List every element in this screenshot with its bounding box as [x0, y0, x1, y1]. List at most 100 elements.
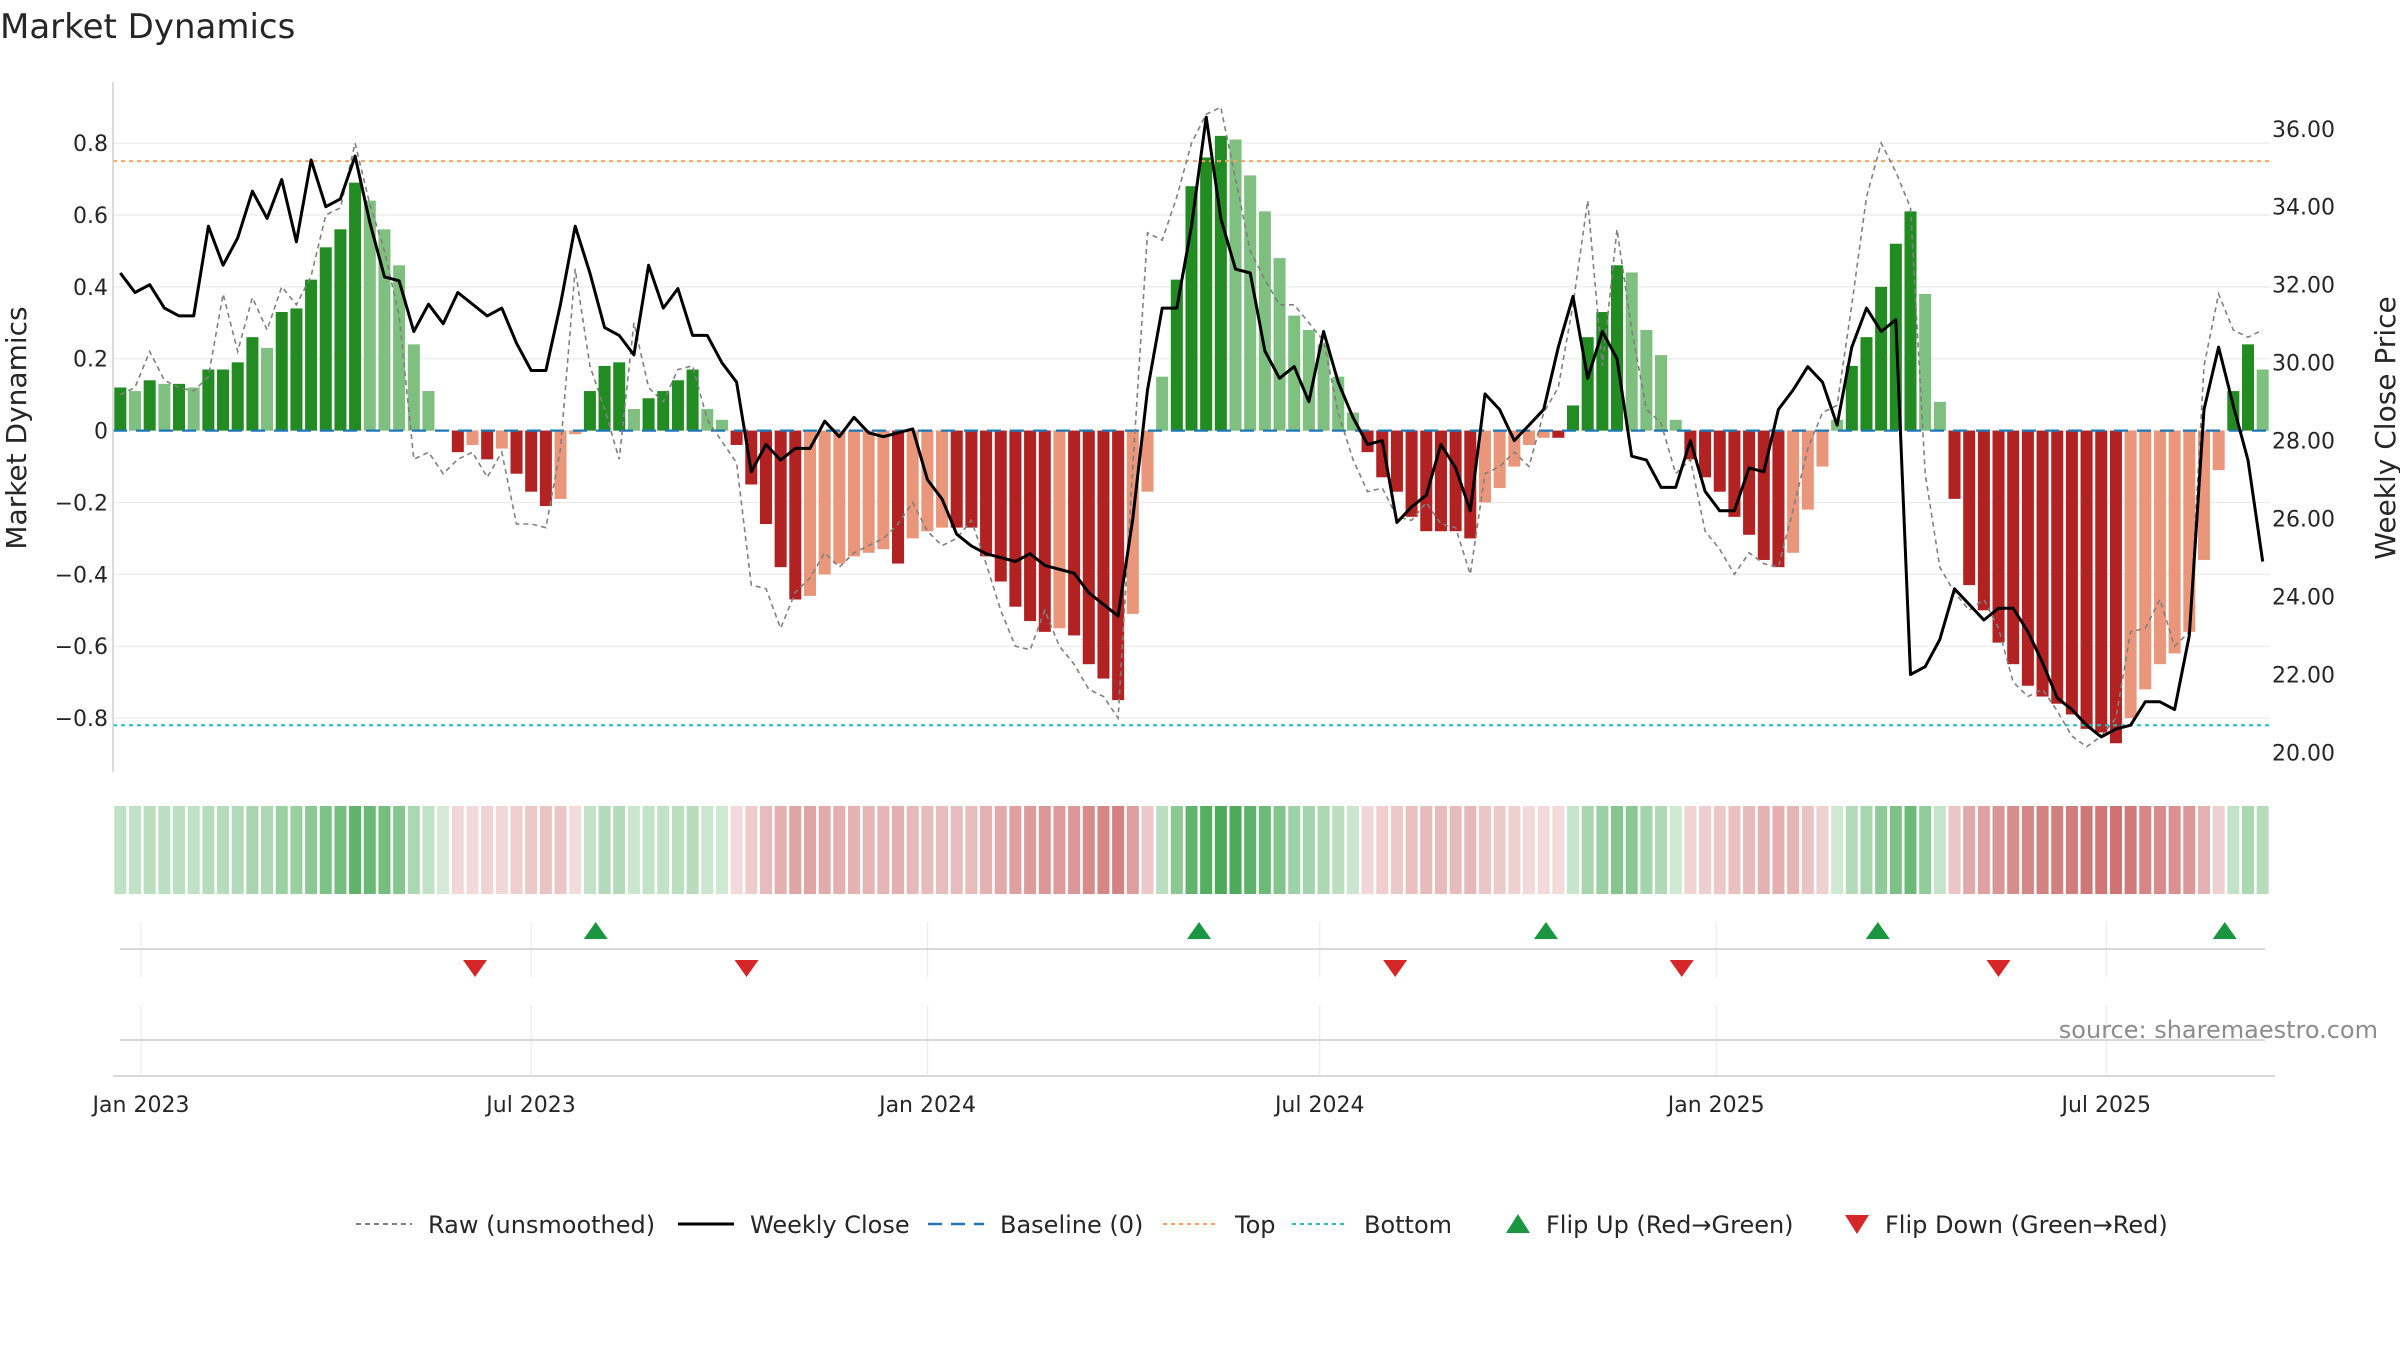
regime-strip-cell	[1317, 806, 1330, 894]
regime-strip-cell	[290, 806, 303, 894]
regime-strip-cell	[1522, 806, 1536, 894]
right-tick-label: 22.00	[2272, 664, 2335, 689]
regime-strip-cell	[877, 806, 890, 894]
regime-strip-cell	[803, 806, 817, 894]
regime-strip-cell	[1126, 806, 1139, 894]
regime-strip-cell	[422, 806, 435, 894]
flip-down-marker	[1383, 960, 1408, 977]
dynamics-bar	[231, 362, 244, 431]
regime-strip-cell	[1361, 806, 1374, 894]
dynamics-bar	[1713, 430, 1726, 492]
date-tick-label: Jan 2025	[1666, 1093, 1765, 1118]
date-tick-label: Jul 2025	[2059, 1093, 2151, 1118]
dynamics-bar	[1478, 430, 1491, 503]
regime-strip-cell	[774, 806, 787, 894]
flip-markers-panel	[120, 922, 2265, 977]
regime-strip-cell	[1963, 806, 1976, 894]
left-tick-label: −0.8	[55, 707, 108, 732]
regime-strip-cell	[1919, 806, 1932, 894]
dynamics-bar	[1919, 294, 1932, 431]
regime-strip-cell	[1390, 806, 1403, 894]
legend-label: Bottom	[1364, 1211, 1452, 1239]
regime-strip-cell	[1420, 806, 1433, 894]
regime-strip-cell	[2197, 806, 2210, 894]
regime-strip-cell	[128, 806, 142, 894]
regime-strip-cell	[187, 806, 200, 894]
regime-strip-cell	[2168, 806, 2181, 894]
dynamics-bar	[1405, 430, 1418, 517]
regime-strip-cell	[759, 806, 772, 894]
dynamics-bar	[613, 362, 626, 431]
dynamics-bar	[422, 391, 435, 431]
source-text: source: sharemaestro.com	[2059, 1016, 2378, 1044]
regime-strip-cell	[1772, 806, 1785, 894]
legend-item-flip_up: Flip Up (Red→Green)	[1506, 1211, 1794, 1239]
dynamics-bar	[305, 279, 318, 431]
regime-strip-cell	[2021, 806, 2034, 894]
regime-strip-cell	[1889, 806, 1902, 894]
flip-up-marker	[1533, 922, 1558, 939]
regime-strip-cell	[1156, 806, 1169, 894]
chart-title: Market Dynamics	[0, 7, 295, 47]
dynamics-bar	[275, 312, 288, 431]
dynamics-bar	[1112, 430, 1125, 701]
legend-item-close: Weekly Close	[678, 1211, 910, 1239]
dynamics-bar	[1728, 430, 1741, 517]
legend-item-flip_down: Flip Down (Green→Red)	[1845, 1211, 2168, 1239]
legend-label: Weekly Close	[750, 1211, 910, 1239]
dynamics-bar	[583, 391, 596, 431]
dynamics-bar	[158, 383, 171, 431]
dynamics-bar	[217, 369, 230, 431]
dynamics-bar	[2153, 430, 2166, 665]
regime-strip-cell	[583, 806, 596, 894]
regime-strip-cell	[980, 806, 993, 894]
regime-strip-cell	[1273, 806, 1286, 894]
regime-strip-cell	[965, 806, 978, 894]
regime-strip-cell	[657, 806, 670, 894]
left-tick-label: 0	[94, 420, 108, 445]
dynamics-bar	[1097, 430, 1110, 679]
dynamics-bar	[2095, 430, 2108, 733]
regime-strip-cell	[334, 806, 347, 894]
regime-strip-cell	[2051, 806, 2064, 894]
regime-strip-cell	[745, 806, 758, 894]
regime-strip-cell	[319, 806, 332, 894]
left-tick-label: 0.6	[73, 204, 108, 229]
dynamics-bar	[1258, 211, 1271, 431]
dynamics-bar	[1038, 430, 1051, 632]
regime-strip-cell	[1185, 806, 1198, 894]
regime-strip-cell	[2007, 806, 2020, 894]
regime-strip-cell	[598, 806, 611, 894]
dynamics-bar	[877, 430, 890, 550]
regime-strip-cell	[1376, 806, 1389, 894]
flip-down-marker	[463, 960, 488, 977]
regime-strip-cell	[701, 806, 714, 894]
dynamics-bar	[936, 430, 949, 528]
dynamics-bar	[1200, 157, 1213, 431]
dynamics-bar	[1390, 430, 1403, 492]
dynamics-bar	[1024, 430, 1037, 622]
regime-strip-cell	[789, 806, 802, 894]
dynamics-bar	[319, 247, 332, 431]
flip-down-marker	[1669, 960, 1694, 977]
date-tick-label: Jan 2024	[877, 1093, 976, 1118]
dynamics-bar	[2212, 430, 2225, 471]
regime-strip-cell	[1302, 806, 1315, 894]
dynamics-bar	[2007, 430, 2020, 665]
dynamics-bar	[2256, 369, 2269, 431]
regime-strip-cell	[833, 806, 846, 894]
legend-label: Flip Up (Red→Green)	[1546, 1211, 1794, 1239]
regime-strip-cell	[305, 806, 318, 894]
dynamics-bar	[1816, 430, 1829, 467]
regime-strip-cell	[1141, 806, 1154, 894]
dynamics-bar	[1611, 265, 1624, 431]
date-tick-label: Jul 2024	[1273, 1093, 1365, 1118]
regime-strip-cell	[1068, 806, 1081, 894]
right-tick-label: 28.00	[2272, 430, 2335, 455]
dynamics-bar	[803, 430, 817, 596]
regime-strip-cell	[554, 806, 567, 894]
dynamics-bar	[114, 387, 127, 431]
regime-strip-cell	[158, 806, 171, 894]
dynamics-bar	[554, 430, 567, 499]
regime-strip-cell	[627, 806, 640, 894]
